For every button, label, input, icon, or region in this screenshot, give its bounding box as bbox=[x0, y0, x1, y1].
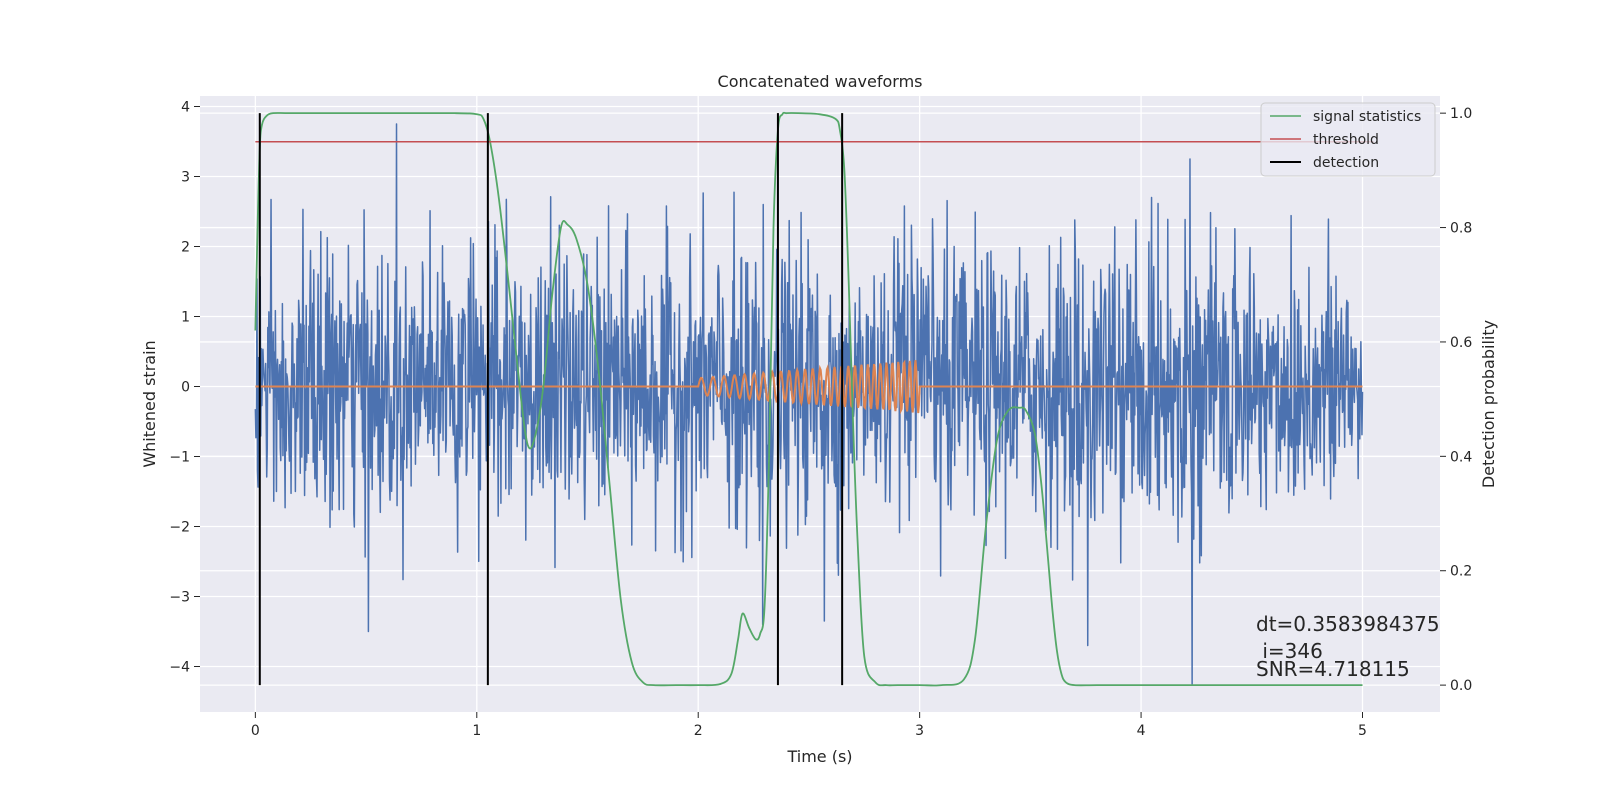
y2-tick-label: 0.2 bbox=[1450, 564, 1472, 580]
y-tick-label: −1 bbox=[169, 450, 190, 466]
legend-box bbox=[1260, 102, 1436, 177]
x-tick-label: 5 bbox=[1358, 723, 1367, 739]
chart-title: Concatenated waveforms bbox=[718, 72, 923, 91]
y-tick-label: 3 bbox=[181, 170, 190, 186]
y2-tick-label: 0.4 bbox=[1450, 449, 1472, 465]
annotation-snr: SNR=4.718115 bbox=[1256, 657, 1410, 681]
y2-tick-label: 0.8 bbox=[1450, 221, 1472, 237]
y-tick-label: 4 bbox=[181, 100, 190, 116]
series-template-line bbox=[255, 359, 1363, 415]
x-axis-label: Time (s) bbox=[786, 747, 852, 766]
annotation-i: i=346 bbox=[1256, 639, 1323, 663]
legend-label-detection: detection bbox=[1313, 155, 1379, 171]
legend: signal statistics threshold detection bbox=[1260, 102, 1436, 177]
y2-tick-label: 0.0 bbox=[1450, 678, 1472, 694]
x-tick-label: 2 bbox=[694, 723, 703, 739]
legend-label-signal-statistics: signal statistics bbox=[1313, 109, 1421, 125]
x-tick-label: 4 bbox=[1137, 723, 1146, 739]
annotations: dt=0.3583984375 i=346 SNR=4.718115 bbox=[1256, 612, 1440, 681]
annotation-dt: dt=0.3583984375 bbox=[1256, 612, 1440, 636]
ticks-layer: 0 1 2 3 4 5 −4 −3 −2 −1 0 1 2 3 4 0.0 0.2 0.4 0.6 0.8 1.0 bbox=[169, 100, 1472, 740]
y2-tick-label: 1.0 bbox=[1450, 106, 1472, 122]
y-axis-label: Whitened strain bbox=[140, 340, 159, 467]
x-tick-label: 1 bbox=[472, 723, 481, 739]
series-layer bbox=[254, 111, 1374, 687]
y-tick-label: −3 bbox=[169, 590, 190, 606]
y-tick-label: −2 bbox=[169, 520, 190, 536]
x-tick-label: 3 bbox=[915, 723, 924, 739]
y2-axis-label: Detection probability bbox=[1479, 320, 1498, 488]
y-tick-label: 1 bbox=[181, 310, 190, 326]
x-tick-label: 0 bbox=[251, 723, 260, 739]
y-tick-label: −4 bbox=[169, 660, 190, 676]
y-tick-label: 2 bbox=[181, 240, 190, 256]
y2-tick-label: 0.6 bbox=[1450, 335, 1472, 351]
series-signal-statistics-line bbox=[254, 111, 1363, 687]
y-tick-label: 0 bbox=[181, 380, 190, 396]
legend-label-threshold: threshold bbox=[1313, 132, 1379, 148]
